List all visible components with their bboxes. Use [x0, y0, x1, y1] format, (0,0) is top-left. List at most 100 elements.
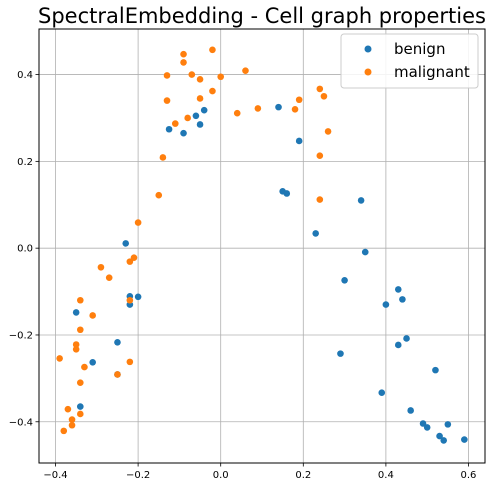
malignant-point: [97, 263, 105, 271]
benign-point: [72, 309, 80, 316]
malignant-point: [180, 59, 187, 66]
y-tick-label: 0.4: [17, 70, 33, 81]
benign-point: [192, 112, 200, 120]
x-tick-label: −0.2: [126, 470, 150, 481]
benign-point: [394, 286, 402, 293]
benign-point: [89, 359, 96, 366]
legend-marker-malignant: [364, 68, 372, 76]
benign-point: [440, 437, 448, 444]
benign-point: [114, 339, 121, 346]
benign-point: [419, 420, 427, 427]
malignant-point: [126, 358, 134, 366]
malignant-point: [196, 95, 204, 102]
benign-point: [341, 276, 348, 284]
malignant-point: [180, 50, 187, 58]
chart-title: SpectralEmbedding - Cell graph propertie…: [38, 4, 486, 28]
malignant-point: [254, 105, 262, 112]
malignant-point: [196, 76, 204, 83]
malignant-point: [316, 85, 324, 93]
malignant-point: [68, 421, 76, 429]
malignant-point: [242, 67, 249, 74]
x-tick-label: 0.6: [461, 470, 477, 481]
malignant-point: [105, 274, 113, 281]
y-tick-label: −0.4: [9, 417, 33, 428]
benign-point: [357, 197, 365, 204]
legend: benign malignant: [340, 33, 479, 89]
x-tick-label: 0.2: [295, 470, 311, 481]
benign-point: [180, 129, 187, 137]
y-tick-label: 0.2: [17, 157, 33, 168]
benign-point: [200, 106, 208, 114]
benign-point: [134, 293, 142, 301]
benign-point: [165, 125, 173, 133]
malignant-point: [68, 416, 76, 423]
y-tick-label: 0.0: [17, 244, 33, 255]
benign-point: [423, 424, 431, 431]
malignant-point: [316, 196, 324, 203]
benign-point: [295, 137, 303, 145]
benign-point: [361, 248, 369, 256]
axis-ticks: −0.4 −0.2 0.0 0.2 0.4 0.6 −0.4 −0.2 0.0 0.2 0.4: [9, 70, 477, 481]
x-tick-label: 0.0: [213, 470, 229, 481]
benign-point: [196, 121, 204, 128]
malignant-point: [163, 97, 171, 104]
benign-point: [407, 407, 414, 414]
legend-label-benign: benign: [394, 40, 445, 58]
malignant-point: [76, 410, 84, 418]
benign-point: [394, 341, 402, 349]
malignant-point: [209, 46, 216, 54]
malignant-point: [56, 355, 63, 362]
plot-frame: [38, 28, 486, 464]
benign-point: [382, 301, 390, 308]
malignant-point: [76, 296, 84, 304]
benign-point: [461, 436, 468, 443]
malignant-point: [89, 312, 96, 319]
malignant-point: [130, 254, 138, 262]
malignant-point: [64, 405, 72, 413]
malignant-point: [114, 371, 121, 378]
benign-point: [378, 389, 386, 396]
malignant-point: [184, 114, 191, 122]
legend-box: [340, 33, 479, 89]
legend-label-malignant: malignant: [394, 63, 470, 81]
malignant-point: [81, 363, 88, 371]
benign-point: [436, 432, 443, 440]
malignant-point: [324, 128, 332, 135]
malignant-point: [76, 379, 84, 387]
malignant-point: [209, 87, 216, 95]
benign-point: [76, 403, 84, 410]
malignant-point: [76, 326, 84, 334]
data-points: [56, 46, 468, 444]
malignant-point: [60, 427, 68, 435]
x-tick-label: 0.4: [378, 470, 394, 481]
malignant-point: [126, 296, 134, 304]
malignant-point: [233, 109, 241, 117]
malignant-point: [126, 258, 134, 265]
malignant-point: [163, 72, 171, 79]
benign-point: [399, 296, 406, 303]
malignant-point: [72, 345, 80, 353]
benign-point: [432, 366, 439, 374]
malignant-point: [217, 73, 225, 81]
benign-point: [337, 350, 344, 357]
malignant-point: [316, 152, 324, 160]
malignant-point: [171, 120, 179, 127]
legend-marker-benign: [364, 45, 372, 53]
x-tick-label: −0.4: [43, 470, 67, 481]
malignant-point: [155, 191, 163, 199]
benign-point: [122, 240, 130, 247]
benign-point: [312, 230, 319, 237]
malignant-point: [159, 154, 167, 161]
malignant-point: [134, 219, 142, 226]
malignant-point: [291, 105, 299, 113]
malignant-point: [295, 96, 303, 104]
benign-point: [403, 335, 410, 342]
benign-point: [275, 103, 282, 111]
malignant-point: [188, 71, 196, 78]
benign-point: [444, 421, 452, 428]
malignant-point: [72, 341, 80, 348]
y-tick-label: −0.2: [9, 330, 33, 341]
benign-point: [283, 190, 291, 197]
malignant-point: [320, 92, 328, 100]
